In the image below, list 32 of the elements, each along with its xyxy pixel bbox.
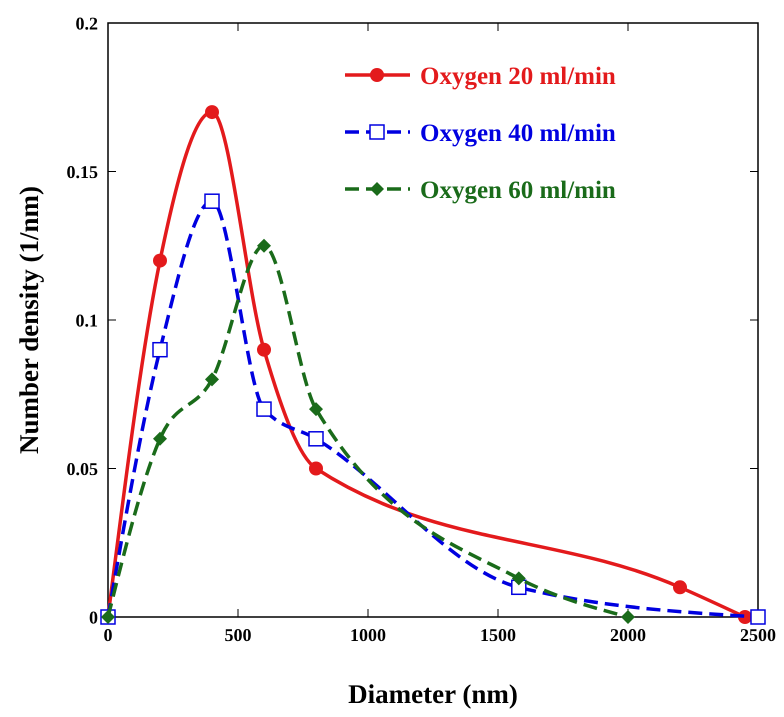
y-tick-label: 0.05 bbox=[66, 458, 98, 479]
y-tick-label: 0.15 bbox=[66, 162, 98, 182]
point bbox=[621, 610, 635, 624]
point bbox=[308, 431, 324, 447]
point bbox=[256, 401, 272, 417]
x-tick-label: 1000 bbox=[350, 625, 386, 645]
point bbox=[153, 432, 167, 446]
y-tick-label: 0 bbox=[89, 607, 98, 628]
point bbox=[152, 342, 168, 358]
legend-label: Oxygen 20 ml/min bbox=[420, 62, 616, 90]
point bbox=[153, 254, 167, 268]
y-tick-label: 0.1 bbox=[76, 310, 98, 330]
x-axis-title: Diameter (nm) bbox=[348, 679, 518, 709]
y-axis-title: Number density (1/nm) bbox=[14, 186, 44, 454]
x-tick-label: 2500 bbox=[740, 625, 776, 645]
y-tick-label: 0.2 bbox=[76, 13, 98, 34]
legend-label: Oxygen 40 ml/min bbox=[420, 120, 616, 147]
x-tick-label: 2000 bbox=[610, 625, 646, 645]
point bbox=[205, 105, 219, 120]
point bbox=[205, 372, 219, 386]
point bbox=[512, 571, 526, 586]
point bbox=[673, 580, 687, 594]
x-tick-label: 1500 bbox=[480, 625, 516, 645]
point bbox=[257, 238, 271, 253]
point bbox=[309, 402, 323, 416]
x-tick-label: 0 bbox=[104, 625, 112, 645]
point bbox=[750, 609, 766, 625]
legend-label: Oxygen 60 ml/min bbox=[420, 176, 616, 204]
x-tick-label: 500 bbox=[224, 625, 252, 645]
point bbox=[257, 342, 271, 357]
point bbox=[204, 193, 220, 209]
point bbox=[309, 462, 323, 476]
